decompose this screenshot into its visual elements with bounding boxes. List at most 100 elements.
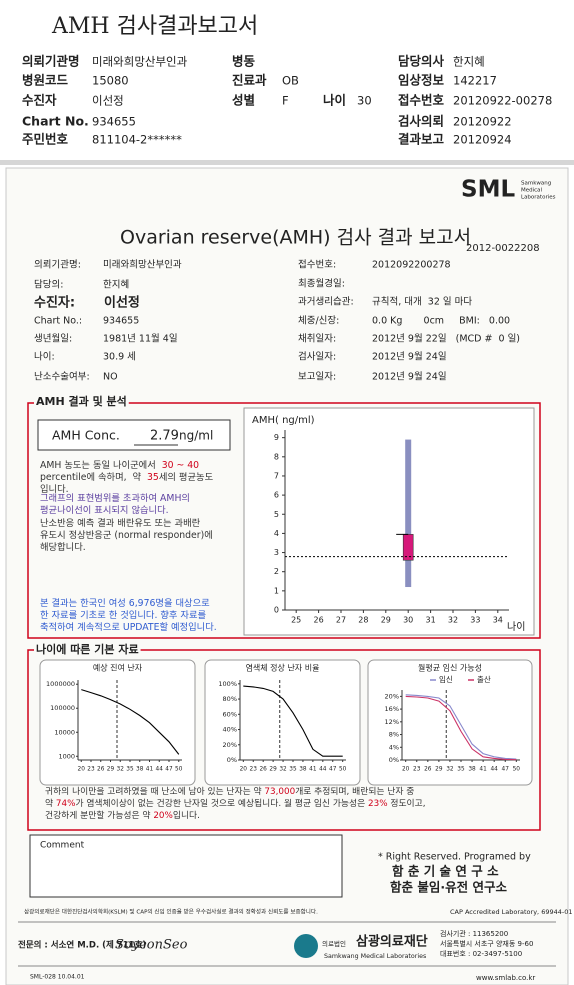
text-segment: 그래프의 표현범위를 초과하여 AMH의: [40, 492, 190, 504]
x-tick-label: 41: [479, 767, 487, 773]
field-label: 성별: [232, 93, 255, 108]
y-tick-label: 60%: [223, 710, 237, 718]
x-tick-label: 50: [339, 767, 347, 773]
comment-label: Comment: [40, 841, 85, 851]
field-label: 주민번호: [22, 132, 69, 147]
report-number: 2012-0022208: [466, 243, 540, 254]
x-tick-label: 29: [435, 767, 443, 773]
y-tick-label: 8: [274, 452, 279, 461]
field-value: 811104-2******: [92, 133, 182, 147]
patient-value: 934655: [103, 316, 139, 327]
field-label: 나이: [323, 93, 346, 108]
legend-label: 임신: [439, 675, 453, 684]
percentile-box: [402, 534, 414, 561]
x-tick-label: 47: [502, 767, 510, 773]
y-tick-label: 100000: [50, 704, 75, 712]
axis-label: AMH( ng/ml): [252, 415, 315, 426]
x-tick-label: 20: [240, 767, 248, 773]
y-tick-label: 2: [274, 567, 279, 576]
patient-value: 미래와희망산부인과: [103, 259, 182, 271]
summary-line: 건강하게 분만할 가능성은 약 20%입니다.: [45, 809, 200, 821]
field-value: 20120924: [453, 133, 512, 147]
x-tick-label: 35: [289, 767, 297, 773]
y-tick-label: 12%: [385, 718, 399, 726]
field-value: 142217: [453, 74, 497, 88]
text-segment: 한 자료를 기초로 한 것입니다. 향후 자료를: [40, 609, 207, 621]
field-value: 미래와희망산부인과: [92, 55, 188, 69]
y-tick-label: 5: [274, 510, 279, 519]
analysis-line: 평균나이선이 표시되지 않습니다.: [40, 505, 169, 516]
x-tick-label: 41: [309, 767, 317, 773]
analysis-line: 그래프의 표현범위를 초과하여 AMH의: [40, 492, 190, 504]
text-segment: 73,000: [264, 787, 295, 797]
text-segment: 개로 추정되며, 배란되는 난자 중: [295, 785, 414, 797]
y-tick-label: 16%: [385, 705, 399, 713]
cap: CAP Accredited Laboratory, 69944-01: [450, 908, 572, 916]
x-tick-label: 44: [156, 767, 164, 773]
field-label: 병동: [232, 54, 256, 69]
x-tick-label: 26: [424, 767, 432, 773]
patient-value: 한지혜: [103, 279, 129, 291]
patient-label: 과거생리습관:: [298, 297, 354, 308]
x-tick-label: 50: [513, 767, 521, 773]
field-value: 이선정: [92, 94, 124, 108]
field-value: F: [282, 94, 289, 108]
patient-label: 담당의:: [34, 279, 63, 291]
range-bar: [405, 439, 412, 588]
analysis-line: 해당합니다.: [40, 541, 86, 553]
x-tick-label: 50: [175, 767, 183, 773]
address: 대표번호 : 02-3497-5100: [440, 949, 522, 958]
x-tick-label: 27: [336, 616, 346, 625]
x-tick-label: 35: [457, 767, 465, 773]
x-tick-label: 44: [319, 767, 327, 773]
signature: SoyeonSeo: [115, 938, 188, 953]
heading-bg: [34, 394, 129, 408]
y-tick-label: 8%: [389, 731, 399, 739]
text-segment: 본 결과는 한국인 여성 6,976명을 대상으로: [40, 597, 210, 609]
logo-sub: Samkwang: [521, 181, 551, 187]
x-tick-label: 32: [448, 616, 458, 625]
patient-label: 난소수술여부:: [34, 371, 90, 383]
header-title: AMH 검사결과보고서: [51, 14, 258, 39]
section-heading: 나이에 따른 기본 자료: [36, 642, 139, 656]
patient-value: 0.0 Kg 0cm BMI: 0.00: [372, 316, 510, 327]
summary-line: 귀하의 나이만을 고려하였을 때 난소에 남아 있는 난자는 약 73,000개…: [45, 785, 414, 797]
x-tick-label: 33: [470, 616, 480, 625]
patient-label: 생년월일:: [34, 333, 72, 345]
y-tick-label: 9: [274, 433, 279, 442]
y-tick-label: 20%: [385, 692, 399, 700]
address: 서울특별시 서초구 양재동 9-60: [440, 939, 533, 948]
x-tick-label: 38: [136, 767, 144, 773]
field-value: 15080: [92, 74, 129, 88]
field-label: 수진자: [22, 93, 57, 108]
field-label: 결과보고: [398, 132, 445, 147]
mini-chart-frame: [367, 659, 533, 786]
org-type: 의료법인: [322, 939, 346, 948]
text-segment: 평균나이선이 표시되지 않습니다.: [40, 505, 169, 516]
curve: [405, 694, 517, 760]
text-segment: 가 염색체이상이 없는 건강한 난자일 것으로 예상됩니다. 월 평균 임신 가…: [75, 797, 368, 809]
x-tick-label: 47: [329, 767, 337, 773]
patient-label: 보고일자:: [298, 372, 336, 383]
y-tick-label: 4: [274, 529, 279, 538]
x-tick-label: 38: [299, 767, 307, 773]
x-tick-label: 20: [402, 767, 410, 773]
field-label: 검사의뢰: [398, 114, 444, 129]
chart-frame: [243, 407, 535, 636]
field-label: 병원코드: [22, 73, 69, 88]
y-tick-label: 1: [274, 586, 279, 595]
x-tick-label: 23: [250, 767, 258, 773]
y-tick-label: 40%: [223, 726, 237, 734]
heading-bg: [34, 642, 141, 656]
y-tick-label: 20%: [223, 741, 237, 749]
text-segment: 해당합니다.: [40, 541, 86, 553]
patient-value: 30.9 세: [103, 352, 136, 363]
text-segment: AMH 농도는 동일 나이군에서: [40, 460, 162, 471]
analysis-line: 입니다.: [40, 483, 69, 495]
text-segment: 축적하여 계속적으로 UPDATE할 예정입니다.: [40, 621, 217, 633]
patient-label: 최종월경일:: [298, 278, 345, 290]
conc-label: AMH Conc.: [52, 428, 120, 443]
x-tick-label: 34: [493, 616, 503, 625]
result-box: [27, 402, 541, 639]
url: www.smlab.co.kr: [476, 974, 535, 982]
